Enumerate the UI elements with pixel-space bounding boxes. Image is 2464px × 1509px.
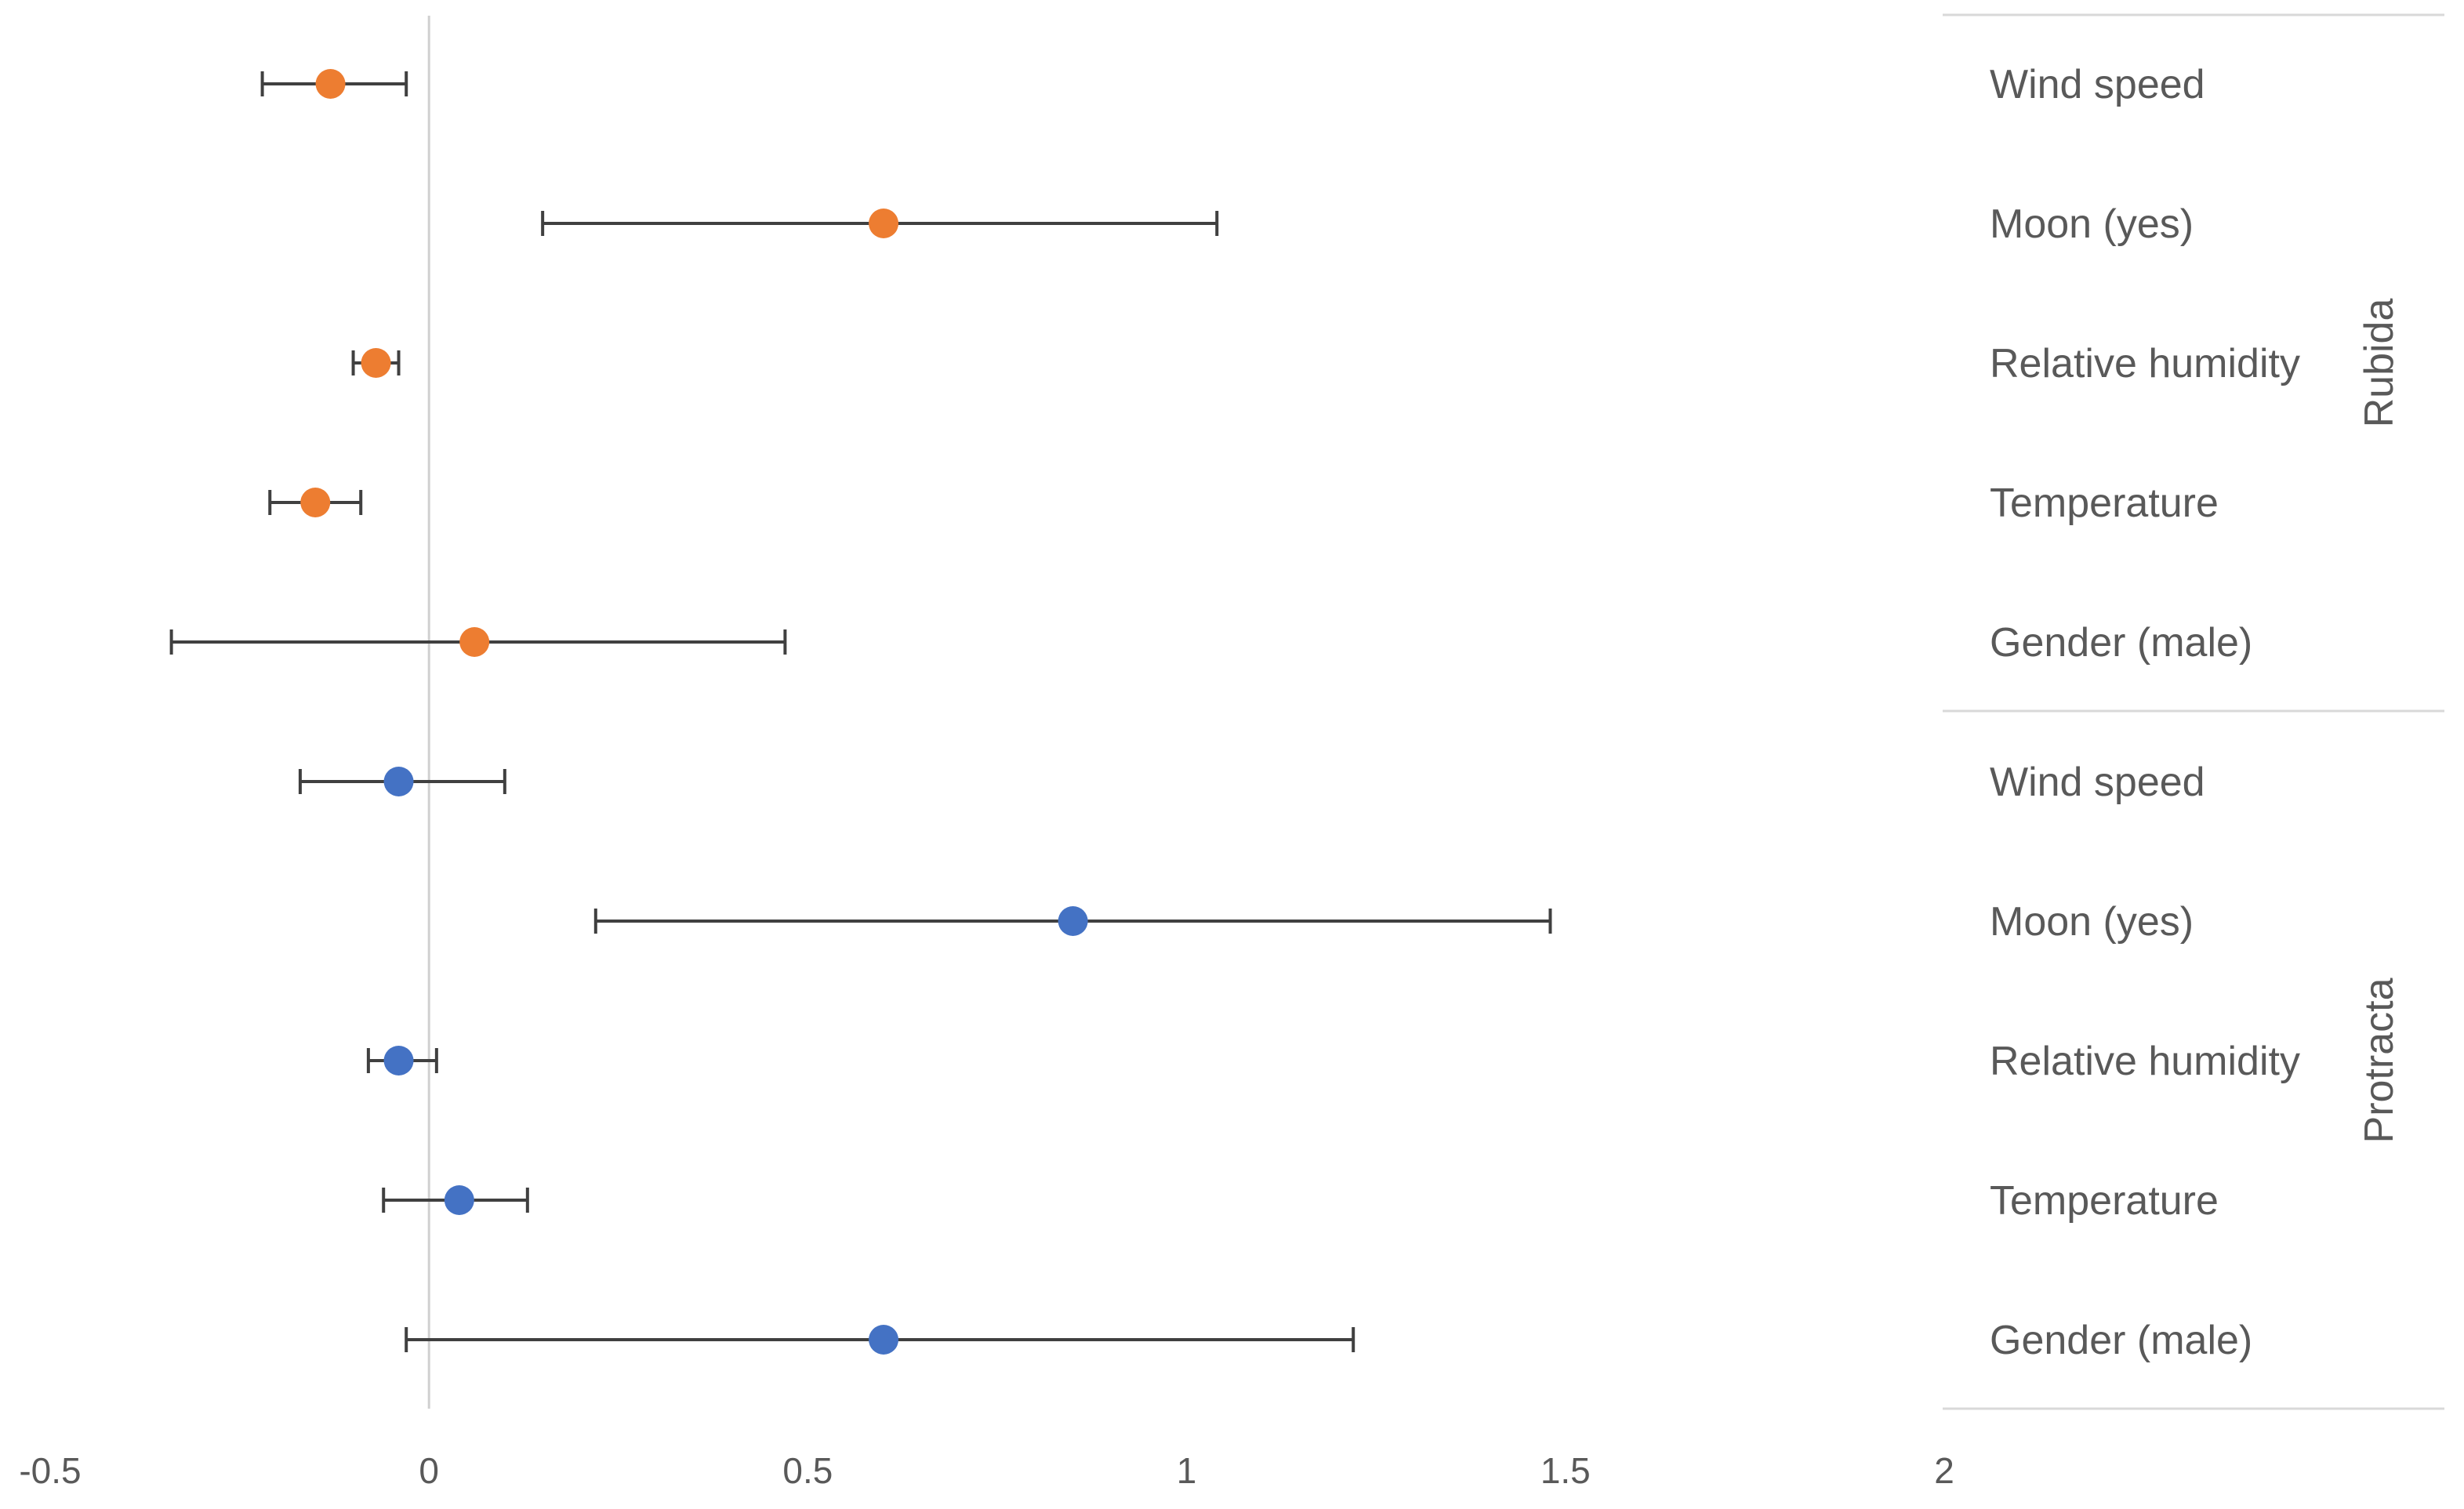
x-tick-label: 0: [419, 1450, 439, 1491]
data-point: [383, 1046, 414, 1076]
data-point: [383, 767, 414, 796]
data-point: [444, 1185, 474, 1215]
group-labels: Rubida Protracta: [2357, 299, 2402, 1144]
category-label: Temperature: [1990, 481, 2219, 526]
x-tick-label: 2: [1934, 1450, 1954, 1491]
category-label: Temperature: [1990, 1178, 2219, 1224]
category-label: Gender (male): [1990, 620, 2252, 666]
data-point: [1058, 906, 1088, 936]
category-label: Moon (yes): [1990, 899, 2194, 945]
data-point: [300, 488, 331, 517]
x-tick-label: -0.5: [19, 1450, 81, 1491]
x-tick-label: 1: [1177, 1450, 1197, 1491]
category-label: Relative humidity: [1990, 341, 2300, 386]
data-point: [869, 209, 899, 238]
category-label: Wind speed: [1990, 760, 2205, 805]
error-bars: [169, 71, 1552, 1352]
category-labels: Wind speed Moon (yes) Relative humidity Tem…: [1990, 62, 2300, 1363]
data-point: [869, 1325, 899, 1355]
category-label: Wind speed: [1990, 62, 2205, 107]
group-label: Rubida: [2357, 299, 2402, 428]
x-axis-tick-labels: -0.5 0 0.5 1 1.5 2: [19, 1450, 1954, 1491]
x-tick-label: 1.5: [1540, 1450, 1591, 1491]
group-label: Protracta: [2357, 978, 2402, 1143]
category-label: Moon (yes): [1990, 201, 2194, 247]
data-point: [361, 348, 391, 378]
x-tick-label: 0.5: [782, 1450, 833, 1491]
data-points: [300, 69, 1088, 1355]
data-point: [315, 69, 346, 99]
category-label: Relative humidity: [1990, 1039, 2300, 1084]
data-point: [459, 627, 490, 657]
category-label: Gender (male): [1990, 1318, 2252, 1363]
group-divider-lines: [1943, 13, 2444, 1410]
